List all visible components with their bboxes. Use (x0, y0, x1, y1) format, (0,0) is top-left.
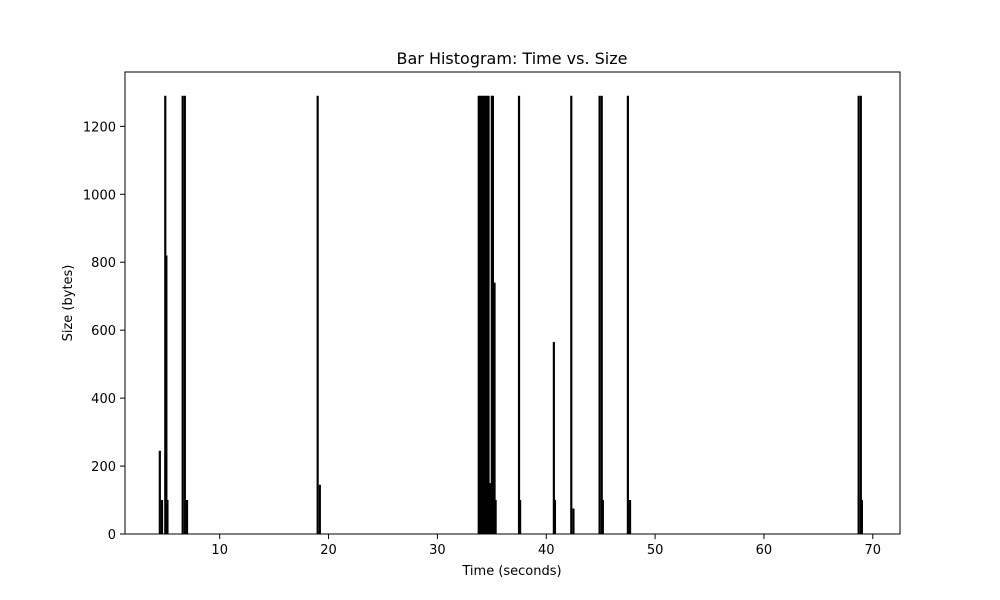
y-tick-label: 0 (108, 528, 116, 543)
y-tick-label: 1000 (83, 188, 116, 203)
bars-group (158, 95, 863, 535)
bar (598, 95, 601, 534)
x-tick-label: 40 (538, 543, 555, 558)
bar (185, 500, 189, 534)
x-tick-label: 10 (211, 543, 228, 558)
x-axis-ticks: 10 20 30 40 50 60 70 (211, 534, 881, 558)
bar (477, 95, 480, 534)
x-axis-label: Time (seconds) (461, 564, 561, 579)
bar (181, 95, 184, 534)
bar (628, 500, 632, 534)
bar (860, 500, 863, 534)
x-tick-label: 20 (320, 543, 337, 558)
x-tick-label: 30 (429, 543, 446, 558)
bar (491, 95, 494, 534)
chart-title: Bar Histogram: Time vs. Size (397, 49, 628, 68)
bar (183, 95, 186, 534)
y-tick-label: 200 (91, 460, 116, 475)
bar (485, 95, 489, 534)
y-tick-label: 1200 (83, 120, 116, 135)
bar (493, 282, 496, 534)
bar (519, 500, 522, 534)
bar (857, 95, 860, 534)
x-tick-label: 50 (647, 543, 664, 558)
y-tick-label: 800 (91, 256, 116, 271)
bar (517, 95, 521, 534)
bar (318, 484, 321, 534)
bar (166, 500, 169, 534)
y-tick-label: 400 (91, 392, 116, 407)
bar (158, 450, 161, 534)
plot-area (124, 71, 901, 535)
bar (479, 95, 482, 534)
bar (482, 95, 485, 534)
bar (572, 508, 575, 534)
bar (626, 95, 629, 534)
bar (552, 342, 555, 534)
bar (570, 95, 573, 534)
bar (160, 500, 164, 534)
x-tick-label: 70 (865, 543, 882, 558)
bar (601, 500, 604, 534)
bar (480, 95, 484, 534)
bar (553, 500, 557, 534)
bar (316, 95, 319, 534)
y-axis-label: Size (bytes) (61, 265, 76, 342)
bar (165, 255, 168, 535)
bar (487, 95, 490, 534)
y-axis-ticks: 0 200 400 600 800 1000 1200 (83, 120, 125, 543)
bar (494, 500, 497, 534)
bar (484, 95, 487, 534)
bar (859, 95, 862, 534)
x-tick-label: 60 (756, 543, 773, 558)
y-tick-label: 600 (91, 324, 116, 339)
bar (600, 95, 603, 534)
bar (489, 483, 492, 534)
